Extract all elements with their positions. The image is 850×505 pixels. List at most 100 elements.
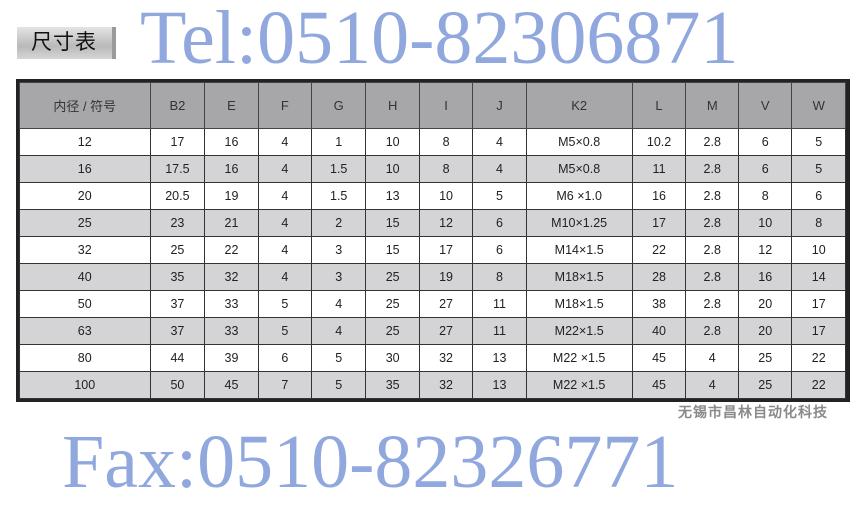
table-row: 32 25 22 4 3 15 17 6 M14×1.5 22 2.8 12 10: [19, 236, 846, 264]
table-cell: M18×1.5: [525, 263, 633, 291]
table-cell: 6: [738, 155, 793, 183]
table-cell: 4: [685, 371, 740, 399]
dimension-table-container: 内径 / 符号 B2 E F G H I J K2 L M V W 12 17 16 4 1 10 8 4 M5×0.8…: [16, 79, 850, 402]
table-cell: 4: [685, 344, 740, 372]
table-row: 100 50 45 7 5 35 32 13 M22 ×1.5 45 4 25 22: [19, 371, 846, 399]
table-cell: 20: [19, 182, 151, 210]
column-header: B2: [149, 82, 206, 129]
table-cell: M18×1.5: [525, 290, 633, 318]
table-cell: 13: [472, 344, 527, 372]
table-cell: 25: [19, 209, 151, 237]
table-cell: 25: [738, 371, 793, 399]
table-cell: M14×1.5: [525, 236, 633, 264]
company-watermark: 无锡市昌林自动化科技: [678, 404, 828, 420]
table-cell: 2.8: [685, 128, 740, 156]
table-cell: 14: [791, 263, 846, 291]
table-cell: 4: [257, 236, 312, 264]
table-cell: 16: [204, 155, 259, 183]
table-cell: 25: [738, 344, 793, 372]
table-cell: 32: [418, 344, 474, 372]
table-cell: 32: [204, 263, 259, 291]
table-cell: 11: [631, 155, 687, 183]
section-title: 尺寸表: [17, 27, 116, 59]
table-cell: 25: [365, 317, 420, 345]
table-cell: 13: [472, 371, 527, 399]
table-cell: 4: [257, 263, 312, 291]
table-cell: 4: [310, 317, 367, 345]
table-cell: 50: [149, 371, 206, 399]
table-cell: 3: [310, 236, 367, 264]
table-cell: 15: [365, 209, 420, 237]
table-cell: 17: [791, 317, 846, 345]
table-row: 12 17 16 4 1 10 8 4 M5×0.8 10.2 2.8 6 5: [19, 128, 846, 156]
table-cell: M22 ×1.5: [525, 371, 633, 399]
table-cell: 8: [418, 128, 474, 156]
table-cell: 50: [19, 290, 151, 318]
table-cell: 22: [204, 236, 259, 264]
dimension-table: 内径 / 符号 B2 E F G H I J K2 L M V W 12 17 16 4 1 10 8 4 M5×0.8…: [19, 82, 846, 399]
table-cell: 25: [365, 290, 420, 318]
table-cell: 6: [472, 209, 527, 237]
table-cell: 2: [310, 209, 367, 237]
table-cell: 16: [738, 263, 793, 291]
table-cell: 8: [472, 263, 527, 291]
table-row: 80 44 39 6 5 30 32 13 M22 ×1.5 45 4 25 22: [19, 344, 846, 372]
table-row: 40 35 32 4 3 25 19 8 M18×1.5 28 2.8 16 14: [19, 263, 846, 291]
tel-watermark: Tel:0510-82306871: [140, 0, 739, 80]
table-cell: 1: [310, 128, 367, 156]
table-cell: 4: [257, 209, 312, 237]
table-cell: 45: [631, 344, 687, 372]
table-cell: 37: [149, 317, 206, 345]
table-cell: 17: [418, 236, 474, 264]
table-cell: 17.5: [149, 155, 206, 183]
table-row: 16 17.5 16 4 1.5 10 8 4 M5×0.8 11 2.8 6 5: [19, 155, 846, 183]
table-cell: 15: [365, 236, 420, 264]
table-cell: 17: [791, 290, 846, 318]
table-cell: 2.8: [685, 236, 740, 264]
table-row: 25 23 21 4 2 15 12 6 M10×1.25 17 2.8 10 8: [19, 209, 846, 237]
table-cell: 5: [791, 128, 846, 156]
table-row: 50 37 33 5 4 25 27 11 M18×1.5 38 2.8 20 17: [19, 290, 846, 318]
table-cell: 23: [149, 209, 206, 237]
table-cell: 22: [791, 344, 846, 372]
table-row: 20 20.5 19 4 1.5 13 10 5 M6 ×1.0 16 2.8 8 6: [19, 182, 846, 210]
table-cell: 80: [19, 344, 151, 372]
table-cell: 40: [19, 263, 151, 291]
table-cell: M22×1.5: [525, 317, 633, 345]
table-cell: 100: [19, 371, 151, 399]
table-cell: 2.8: [685, 155, 740, 183]
table-cell: 3: [310, 263, 367, 291]
column-header: I: [418, 82, 474, 129]
table-cell: 16: [631, 182, 687, 210]
table-cell: 33: [204, 290, 259, 318]
table-cell: 40: [631, 317, 687, 345]
table-cell: 10: [738, 209, 793, 237]
table-cell: 6: [738, 128, 793, 156]
table-cell: 27: [418, 290, 474, 318]
table-cell: 32: [19, 236, 151, 264]
table-cell: 10.2: [631, 128, 687, 156]
table-cell: 6: [791, 182, 846, 210]
table-cell: 5: [310, 371, 367, 399]
table-cell: 21: [204, 209, 259, 237]
table-cell: 5: [791, 155, 846, 183]
table-cell: 6: [257, 344, 312, 372]
column-header: E: [204, 82, 259, 129]
table-cell: 5: [310, 344, 367, 372]
column-header: W: [791, 82, 846, 129]
table-cell: 39: [204, 344, 259, 372]
table-cell: 5: [472, 182, 527, 210]
table-cell: 35: [365, 371, 420, 399]
table-cell: M10×1.25: [525, 209, 633, 237]
table-row: 63 37 33 5 4 25 27 11 M22×1.5 40 2.8 20 17: [19, 317, 846, 345]
table-cell: 45: [631, 371, 687, 399]
table-cell: 4: [310, 290, 367, 318]
table-cell: 37: [149, 290, 206, 318]
column-header: V: [738, 82, 793, 129]
table-cell: 11: [472, 317, 527, 345]
table-cell: 4: [257, 128, 312, 156]
table-cell: 10: [365, 128, 420, 156]
table-cell: M6 ×1.0: [525, 182, 633, 210]
table-cell: 4: [472, 128, 527, 156]
table-cell: 22: [631, 236, 687, 264]
